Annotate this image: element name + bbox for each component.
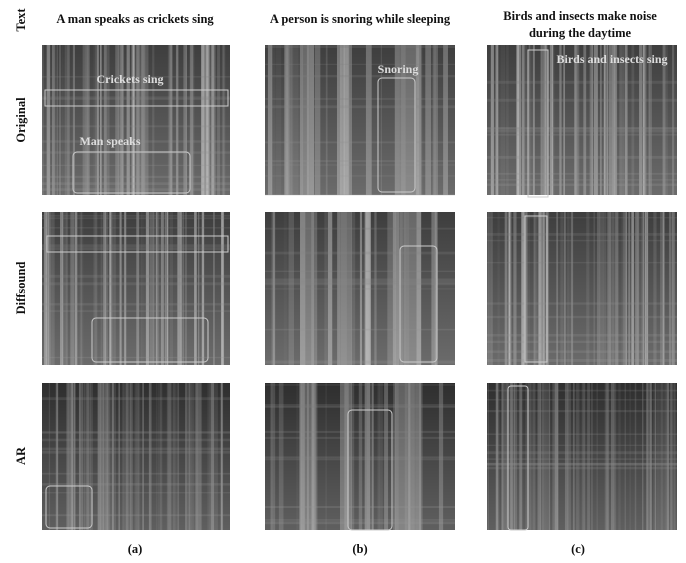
row-header: Text — [14, 8, 28, 32]
annotation-label: Crickets sing — [97, 72, 164, 86]
spectrograms — [42, 45, 677, 530]
column-caption: during the daytime — [529, 26, 632, 40]
annotation-box — [507, 385, 529, 531]
column-label: (b) — [352, 542, 367, 556]
column-label: (a) — [128, 542, 143, 556]
spectrogram-shade — [42, 383, 230, 530]
annotation-box — [45, 485, 93, 529]
row-label: Diffsound — [14, 262, 28, 315]
column-caption: A man speaks as crickets sing — [56, 12, 214, 26]
column-caption: A person is snoring while sleeping — [270, 12, 451, 26]
spectrogram-shade — [265, 212, 455, 365]
column-caption: Birds and insects make noise — [503, 9, 657, 23]
column-label: (c) — [571, 542, 585, 556]
row-label: AR — [14, 446, 28, 465]
annotation-box — [91, 317, 209, 363]
spectrogram-shade — [265, 383, 455, 530]
spectrogram-shade — [42, 45, 230, 195]
spectrogram-shade — [487, 383, 677, 530]
annotation-box — [347, 409, 393, 531]
spectrogram-shade — [487, 45, 677, 195]
row-label: Original — [14, 97, 28, 143]
annotation-label: Snoring — [378, 62, 419, 76]
annotations: Crickets sing Man speaks Snoring Birds a… — [44, 49, 668, 531]
annotation-box — [527, 49, 549, 198]
spectrogram-shade — [42, 212, 230, 365]
annotation-box — [399, 245, 438, 363]
annotation-box — [44, 89, 229, 107]
annotation-label: Man speaks — [79, 134, 140, 148]
spectrogram-shade — [487, 212, 677, 365]
annotation-box — [46, 235, 229, 253]
annotation-box — [524, 215, 548, 363]
annotation-box — [72, 151, 191, 194]
spectrogram-shade — [265, 45, 455, 195]
annotation-box — [377, 77, 416, 193]
annotation-label: Birds and insects sing — [556, 52, 667, 66]
